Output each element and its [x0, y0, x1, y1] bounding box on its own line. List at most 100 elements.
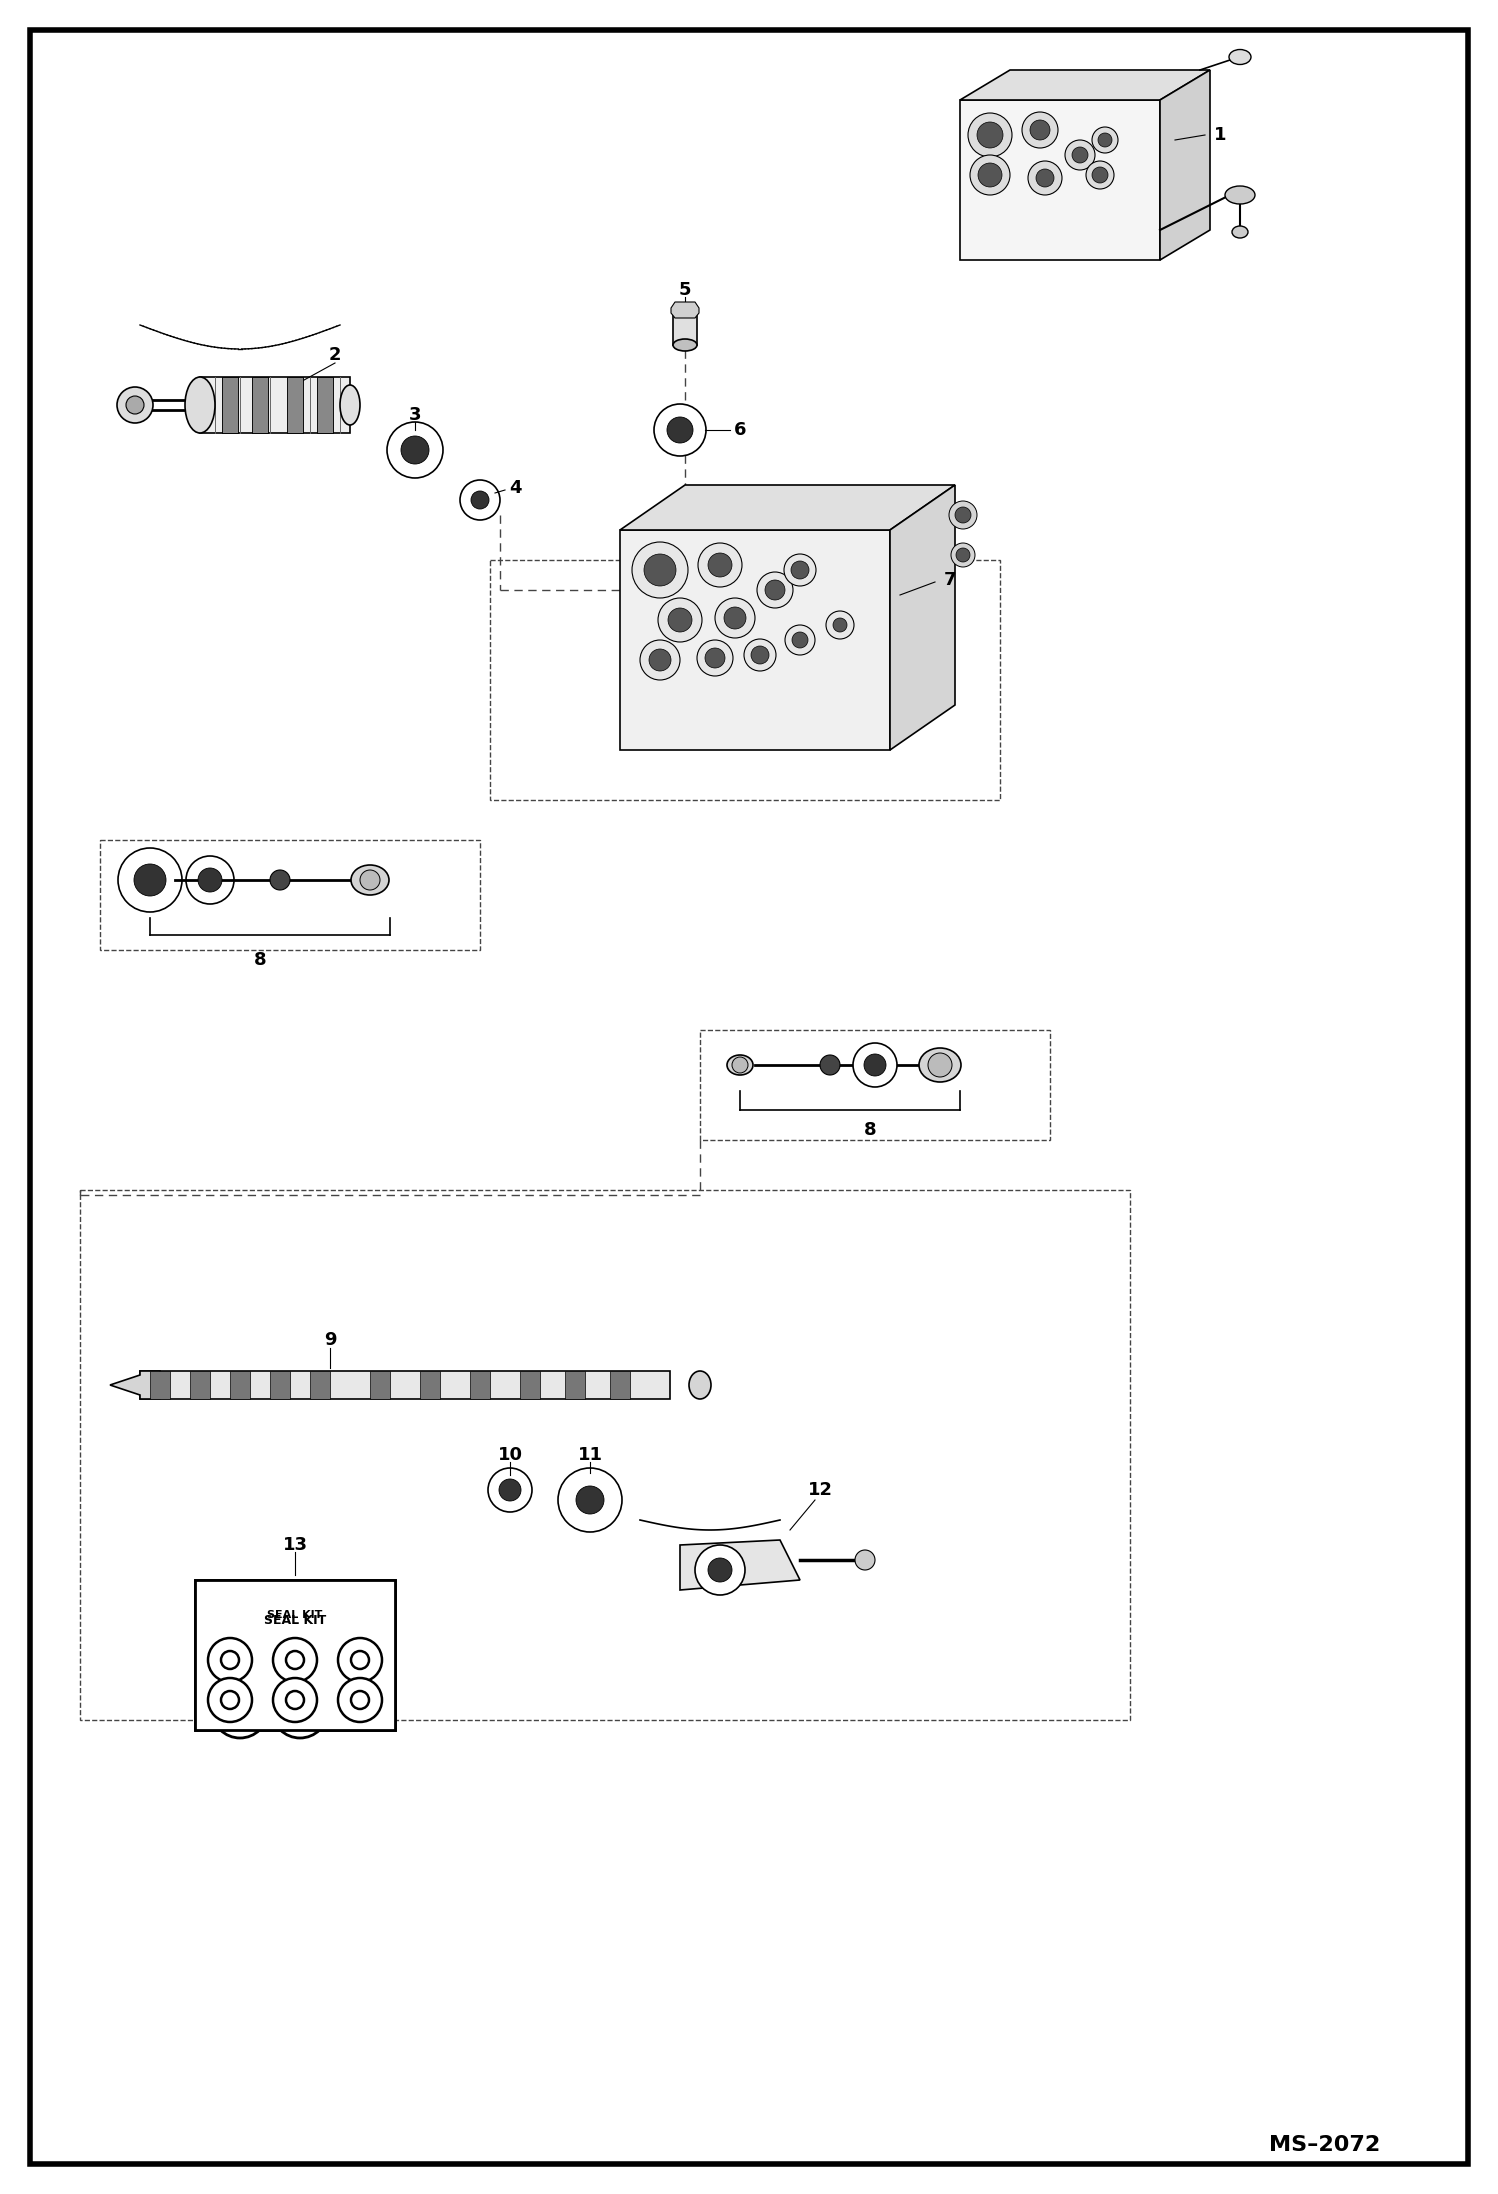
- Ellipse shape: [351, 864, 389, 895]
- Circle shape: [977, 123, 1004, 147]
- Text: MS–2072: MS–2072: [1269, 2135, 1380, 2155]
- Ellipse shape: [1228, 50, 1251, 64]
- Bar: [190, 1371, 210, 1400]
- Circle shape: [658, 599, 703, 643]
- Circle shape: [956, 507, 971, 522]
- Circle shape: [750, 645, 768, 665]
- Circle shape: [709, 553, 733, 577]
- Circle shape: [950, 500, 977, 529]
- Circle shape: [640, 641, 680, 680]
- Text: SEAL KIT: SEAL KIT: [267, 1610, 322, 1619]
- Circle shape: [228, 1648, 252, 1672]
- Circle shape: [1092, 127, 1118, 154]
- Text: 10: 10: [497, 1446, 523, 1463]
- Circle shape: [968, 114, 1013, 158]
- Polygon shape: [960, 70, 1210, 101]
- Circle shape: [360, 871, 380, 891]
- Circle shape: [186, 856, 234, 904]
- Circle shape: [577, 1485, 604, 1514]
- Circle shape: [133, 864, 166, 895]
- Circle shape: [632, 542, 688, 599]
- Bar: [520, 1371, 539, 1400]
- Bar: [490, 559, 1001, 801]
- Bar: [700, 1029, 1050, 1141]
- Circle shape: [222, 1652, 240, 1670]
- Bar: [100, 840, 479, 950]
- Circle shape: [709, 1558, 733, 1582]
- Circle shape: [971, 156, 1010, 195]
- Bar: [222, 377, 238, 432]
- Bar: [222, 377, 238, 432]
- Ellipse shape: [918, 1049, 962, 1082]
- Circle shape: [488, 1468, 532, 1512]
- Circle shape: [655, 404, 706, 456]
- Bar: [310, 1371, 330, 1400]
- Circle shape: [208, 1678, 252, 1722]
- Circle shape: [855, 1549, 875, 1571]
- Bar: [252, 377, 268, 432]
- Ellipse shape: [673, 340, 697, 351]
- Circle shape: [126, 395, 144, 415]
- Circle shape: [864, 1053, 885, 1075]
- Circle shape: [715, 599, 755, 638]
- Circle shape: [833, 619, 846, 632]
- Bar: [610, 1371, 631, 1400]
- Bar: [195, 1580, 395, 1731]
- Text: 12: 12: [807, 1481, 833, 1499]
- Circle shape: [286, 1652, 304, 1670]
- Circle shape: [228, 1698, 252, 1722]
- Bar: [150, 1371, 169, 1400]
- Circle shape: [927, 1053, 953, 1077]
- Bar: [470, 1371, 490, 1400]
- Polygon shape: [671, 303, 700, 318]
- Circle shape: [273, 1632, 328, 1687]
- Circle shape: [1073, 147, 1088, 162]
- Text: 11: 11: [578, 1446, 602, 1463]
- Bar: [195, 1580, 395, 1731]
- Circle shape: [792, 632, 807, 647]
- Circle shape: [706, 647, 725, 667]
- Circle shape: [208, 1639, 252, 1683]
- Circle shape: [351, 1652, 369, 1670]
- Circle shape: [460, 480, 500, 520]
- Polygon shape: [890, 485, 956, 750]
- Circle shape: [697, 641, 733, 676]
- Text: 4: 4: [509, 478, 521, 498]
- Circle shape: [765, 579, 785, 599]
- Circle shape: [644, 555, 676, 586]
- Bar: [139, 1371, 670, 1400]
- Bar: [201, 377, 351, 432]
- Bar: [270, 1371, 291, 1400]
- Text: 7: 7: [944, 570, 956, 588]
- Bar: [419, 1371, 440, 1400]
- Circle shape: [339, 1678, 382, 1722]
- Circle shape: [791, 562, 809, 579]
- Polygon shape: [960, 101, 1159, 261]
- Bar: [565, 1371, 586, 1400]
- Circle shape: [1037, 169, 1055, 186]
- Circle shape: [288, 1698, 312, 1722]
- Circle shape: [213, 1683, 268, 1738]
- Text: 9: 9: [324, 1332, 336, 1349]
- Circle shape: [819, 1055, 840, 1075]
- Circle shape: [756, 573, 792, 608]
- Bar: [252, 377, 268, 432]
- Ellipse shape: [727, 1055, 753, 1075]
- Polygon shape: [109, 1371, 160, 1400]
- Polygon shape: [680, 1540, 800, 1591]
- Text: 6: 6: [734, 421, 746, 439]
- Circle shape: [499, 1479, 521, 1501]
- Ellipse shape: [689, 1371, 712, 1400]
- Circle shape: [649, 649, 671, 671]
- Circle shape: [117, 386, 153, 423]
- Circle shape: [785, 625, 815, 656]
- Circle shape: [695, 1545, 745, 1595]
- Circle shape: [557, 1468, 622, 1531]
- Circle shape: [951, 542, 975, 566]
- Circle shape: [1028, 160, 1062, 195]
- Circle shape: [745, 638, 776, 671]
- Ellipse shape: [340, 384, 360, 426]
- Text: 5: 5: [679, 281, 691, 298]
- Circle shape: [118, 849, 181, 913]
- Text: 8: 8: [864, 1121, 876, 1139]
